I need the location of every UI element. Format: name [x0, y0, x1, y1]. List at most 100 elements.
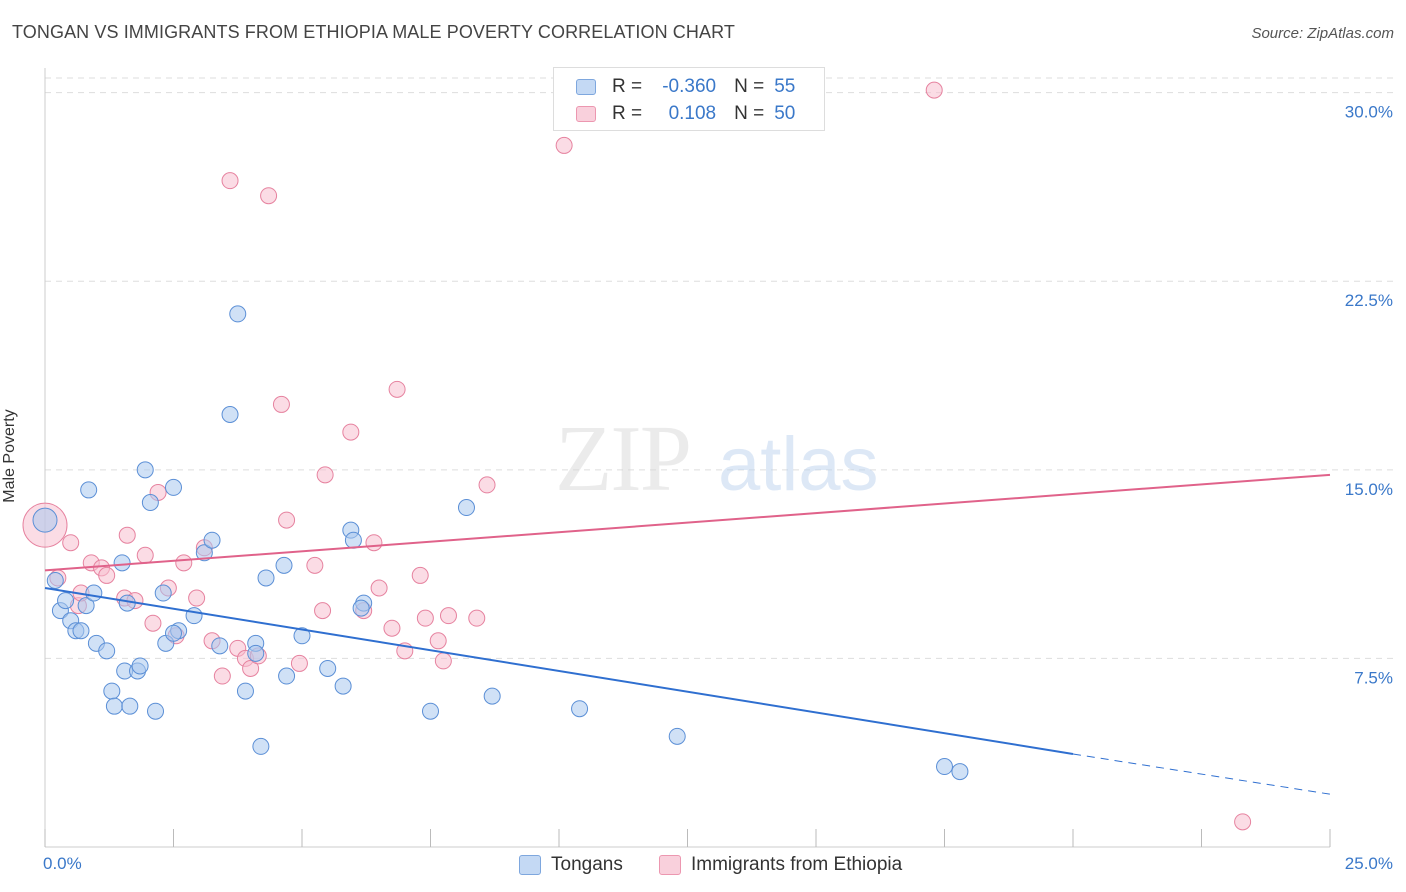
legend-row-ethiopia: R = 0.108 N = 50 [576, 102, 795, 126]
ethiopia-point [213, 667, 231, 685]
ethiopia-point [388, 380, 406, 398]
tongans-point [247, 644, 265, 662]
tongans-point [103, 682, 121, 700]
ethiopia-point [342, 423, 360, 441]
tongans-point [334, 677, 352, 695]
ethiopia-point [316, 466, 334, 484]
ethiopia-point [278, 511, 296, 529]
legend-n-value-ethiopia: 50 [774, 103, 796, 124]
trend-line-ethiopia [44, 473, 1331, 572]
source-credit: Source: ZipAtlas.com [1251, 25, 1394, 42]
tongans-point [195, 544, 213, 562]
ethiopia-point [314, 602, 332, 620]
ethiopia-point [242, 659, 260, 677]
tongans-point [80, 481, 98, 499]
tongans-point [32, 507, 58, 533]
watermark-zip: ZIP [555, 407, 690, 511]
correlation-legend: R = -0.360 N = 55 R = 0.108 N = 50 [553, 67, 825, 131]
ethiopia-point [1234, 813, 1252, 831]
ethiopia-point [439, 607, 457, 625]
ethiopia-point [62, 534, 80, 552]
legend-n-label: N = [734, 76, 765, 97]
tongans-point [457, 499, 475, 517]
ethiopia-point [429, 632, 447, 650]
tongans-point [278, 667, 296, 685]
legend-row-tongans: R = -0.360 N = 55 [576, 75, 795, 99]
y-tick-label: 30.0% [1345, 103, 1393, 122]
tongans-point [141, 494, 159, 512]
ethiopia-point [260, 187, 278, 205]
tongans-point [344, 531, 362, 549]
tongans-point [105, 697, 123, 715]
y-tick-label: 15.0% [1345, 480, 1393, 499]
legend-swatch-tongans [576, 79, 596, 95]
ethiopia-point [136, 546, 154, 564]
tongans-point [185, 607, 203, 625]
chart-title: TONGAN VS IMMIGRANTS FROM ETHIOPIA MALE … [12, 22, 735, 42]
ethiopia-point [925, 81, 943, 99]
legend-r-label: R = [612, 76, 643, 97]
tongans-point [113, 554, 131, 572]
bottom-legend-tongans: Tongans [519, 853, 623, 877]
tongans-point [483, 687, 501, 705]
tick-labels: 7.5% 15.0% 22.5% 30.0% 0.0% 25.0% [43, 103, 1393, 873]
ethiopia-point [434, 652, 452, 670]
tongans-point [422, 702, 439, 720]
tongans-point [121, 697, 139, 715]
tongans-point [46, 571, 64, 589]
ethiopia-point [416, 609, 434, 627]
tongans-point [165, 624, 182, 642]
tongans-point [154, 584, 172, 602]
tongans-point [257, 569, 275, 587]
tongans-point [352, 599, 370, 617]
tongans-point [57, 592, 75, 610]
y-tick-label: 7.5% [1354, 668, 1393, 687]
ethiopia-point [468, 609, 486, 627]
ethiopia-point [555, 136, 573, 154]
tongans-point [668, 727, 686, 745]
tongans-point [951, 763, 969, 781]
series-tongans-points [32, 305, 969, 781]
ethiopia-point [144, 614, 162, 632]
tongans-point [571, 700, 589, 718]
tongans-point [131, 657, 149, 675]
ethiopia-point [272, 395, 290, 413]
axes [44, 68, 1331, 848]
tongans-point [252, 737, 270, 755]
tongans-point [221, 405, 239, 423]
tongans-point [98, 642, 116, 660]
ethiopia-point [221, 172, 239, 190]
tongans-point [936, 758, 953, 776]
tongans-point [236, 682, 254, 700]
ethiopia-point [383, 619, 401, 637]
watermark-atlas: atlas [718, 422, 879, 507]
ethiopia-point [365, 534, 383, 552]
ethiopia-point [411, 566, 429, 584]
bottom-legend-ethiopia: Immigrants from Ethiopia [659, 853, 902, 877]
gridlines [45, 77, 1395, 659]
ethiopia-point [370, 579, 388, 597]
x-tick-label: 0.0% [43, 854, 82, 873]
legend-r-value-tongans: -0.360 [662, 76, 717, 97]
tongans-point [203, 531, 221, 549]
legend-n-label: N = [734, 103, 765, 124]
ethiopia-point [290, 654, 308, 672]
tongans-point [319, 659, 337, 677]
tongans-point [136, 461, 154, 479]
x-tick-label: 25.0% [1345, 854, 1393, 873]
y-tick-label: 22.5% [1345, 291, 1393, 310]
tongans-point [165, 478, 182, 496]
trend-lines [44, 473, 1331, 795]
legend-r-label: R = [612, 103, 643, 124]
tongans-point [275, 556, 293, 574]
trend-line-tongans-extension [1072, 753, 1331, 795]
ethiopia-point [306, 556, 324, 574]
watermark: ZIP atlas [555, 407, 879, 511]
ethiopia-point [188, 589, 206, 607]
tongans-point [72, 622, 90, 640]
bottom-swatch-ethiopia [659, 855, 681, 875]
tongans-point [211, 637, 229, 655]
tongans-point [147, 702, 165, 720]
ethiopia-point [478, 476, 496, 494]
